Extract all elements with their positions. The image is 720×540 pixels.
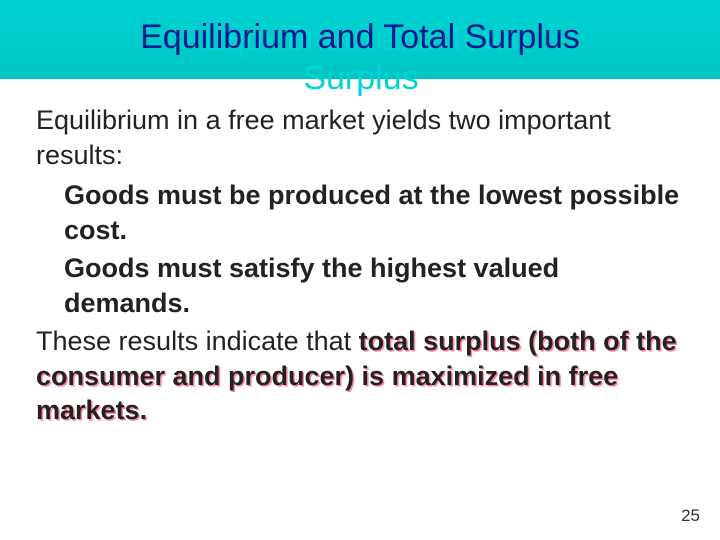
page-number: 25 bbox=[681, 506, 700, 526]
bullet-2: Goods must satisfy the highest valued de… bbox=[36, 251, 684, 320]
conclusion-line: These results indicate that total surplu… bbox=[36, 324, 684, 428]
title-bar: Equilibrium and Total Surplus Equilibriu… bbox=[0, 0, 720, 79]
slide-title: Equilibrium and Total Surplus Equilibriu… bbox=[140, 18, 580, 57]
title-front: Equilibrium and Total Surplus bbox=[140, 18, 580, 56]
conclusion-prefix: These results indicate that bbox=[36, 326, 359, 356]
content-area: Equilibrium in a free market yields two … bbox=[0, 79, 720, 428]
bullet-1: Goods must be produced at the lowest pos… bbox=[36, 178, 684, 247]
intro-line: Equilibrium in a free market yields two … bbox=[36, 103, 684, 172]
